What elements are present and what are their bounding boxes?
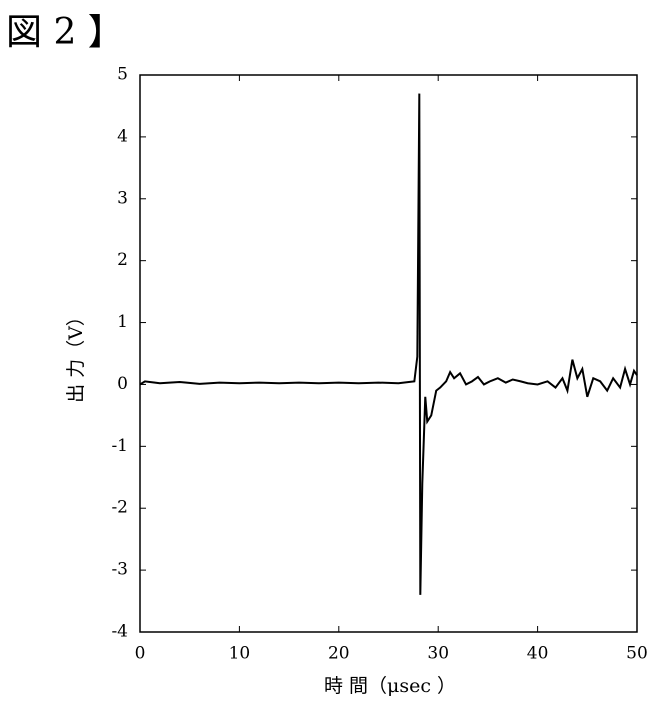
y-tick-label: 2: [117, 250, 128, 270]
y-tick-label: -3: [111, 560, 128, 580]
y-tick-label: 4: [117, 126, 128, 146]
y-tick-label: 5: [117, 65, 128, 85]
chart-title: 図 2 】: [6, 12, 124, 53]
x-tick-label: 0: [135, 644, 146, 664]
x-tick-label: 10: [229, 644, 251, 664]
y-tick-label: -1: [111, 436, 128, 456]
plot-frame: [140, 75, 637, 632]
y-axis-label: 出 力（V）: [65, 307, 87, 403]
y-tick-label: 1: [117, 312, 128, 332]
x-tick-label: 30: [427, 644, 449, 664]
y-tick-label: -4: [111, 622, 128, 642]
y-tick-label: -2: [111, 498, 128, 518]
y-tick-label: 0: [117, 374, 128, 394]
data-line: [140, 94, 637, 595]
y-tick-label: 3: [117, 188, 128, 208]
x-tick-label: 50: [626, 644, 648, 664]
x-tick-label: 20: [328, 644, 350, 664]
x-axis-label: 時 間（μsec ）: [324, 675, 456, 697]
x-tick-label: 40: [527, 644, 549, 664]
